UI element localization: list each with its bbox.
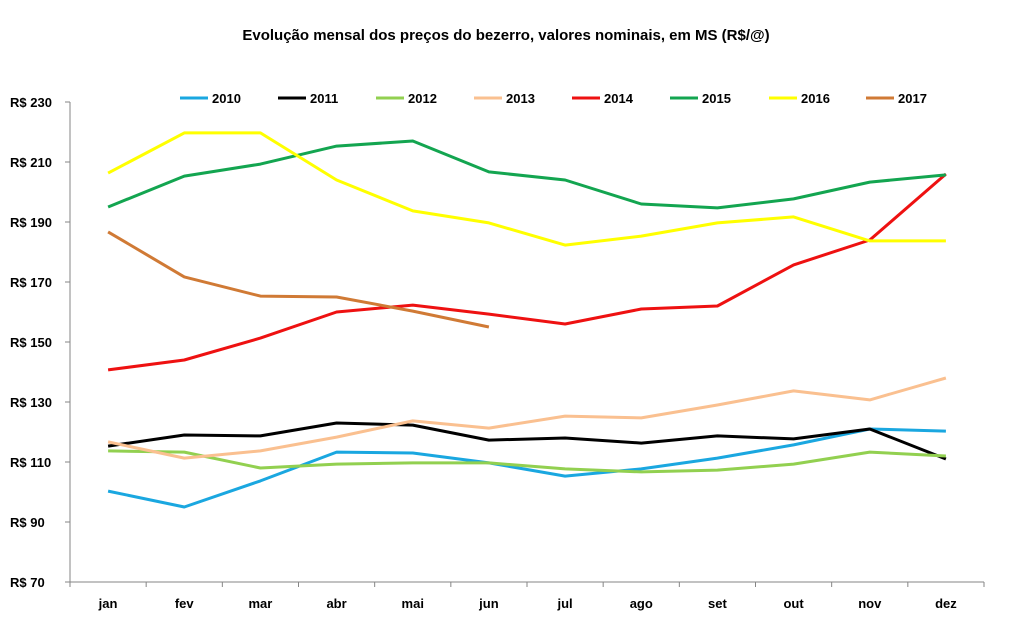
legend-label-2015: 2015: [702, 91, 731, 106]
y-tick-label: R$ 90: [10, 515, 45, 530]
series-line-2015: [107, 139, 947, 210]
series-lines: [107, 131, 947, 509]
x-tick-label: dez: [935, 596, 957, 611]
x-tick-label: fev: [175, 596, 195, 611]
series-line-2014: [107, 172, 947, 372]
legend-label-2016: 2016: [801, 91, 830, 106]
y-tick-label: R$ 230: [10, 95, 52, 110]
series-line-2010: [107, 427, 946, 509]
y-tick-label: R$ 210: [10, 155, 52, 170]
chart-title: Evolução mensal dos preços do bezerro, v…: [242, 27, 769, 44]
x-tick-label: set: [708, 596, 727, 611]
series-line-2013: [107, 376, 947, 460]
legend-label-2017: 2017: [898, 91, 927, 106]
axes: R$ 70 R$ 90 R$ 110 R$ 130 R$ 150 R$ 170 R$ 190…: [10, 95, 985, 611]
legend-label-2010: 2010: [212, 91, 241, 106]
x-tick-label: abr: [326, 596, 346, 611]
x-tick-label: nov: [858, 596, 882, 611]
y-tick-label: R$ 110: [10, 455, 51, 470]
legend-label-2014: 2014: [604, 91, 634, 106]
x-tick-label: jun: [478, 596, 499, 611]
legend-label-2013: 2013: [506, 91, 535, 106]
legend-label-2011: 2011: [310, 91, 338, 106]
x-tick-label: mar: [248, 596, 272, 611]
x-tick-label: ago: [630, 596, 653, 611]
x-tick-label: jan: [98, 596, 118, 611]
series-line-2012: [108, 449, 946, 474]
x-tick-label: out: [783, 596, 804, 611]
x-tick-label: jul: [556, 596, 572, 611]
series-line-2017: [107, 230, 490, 329]
series-line-2016: [107, 131, 946, 247]
y-tick-label: R$ 190: [10, 215, 52, 230]
y-tick-label: R$ 150: [10, 335, 52, 350]
y-tick-label: R$ 170: [10, 275, 52, 290]
series-line-2011: [107, 421, 947, 461]
y-tick-label: R$ 70: [10, 575, 45, 590]
x-tick-label: mai: [402, 596, 424, 611]
legend: 2010 2011 2012 2013 2014 2015 2016 2017: [180, 91, 927, 106]
y-tick-label: R$ 130: [10, 395, 52, 410]
legend-label-2012: 2012: [408, 91, 437, 106]
